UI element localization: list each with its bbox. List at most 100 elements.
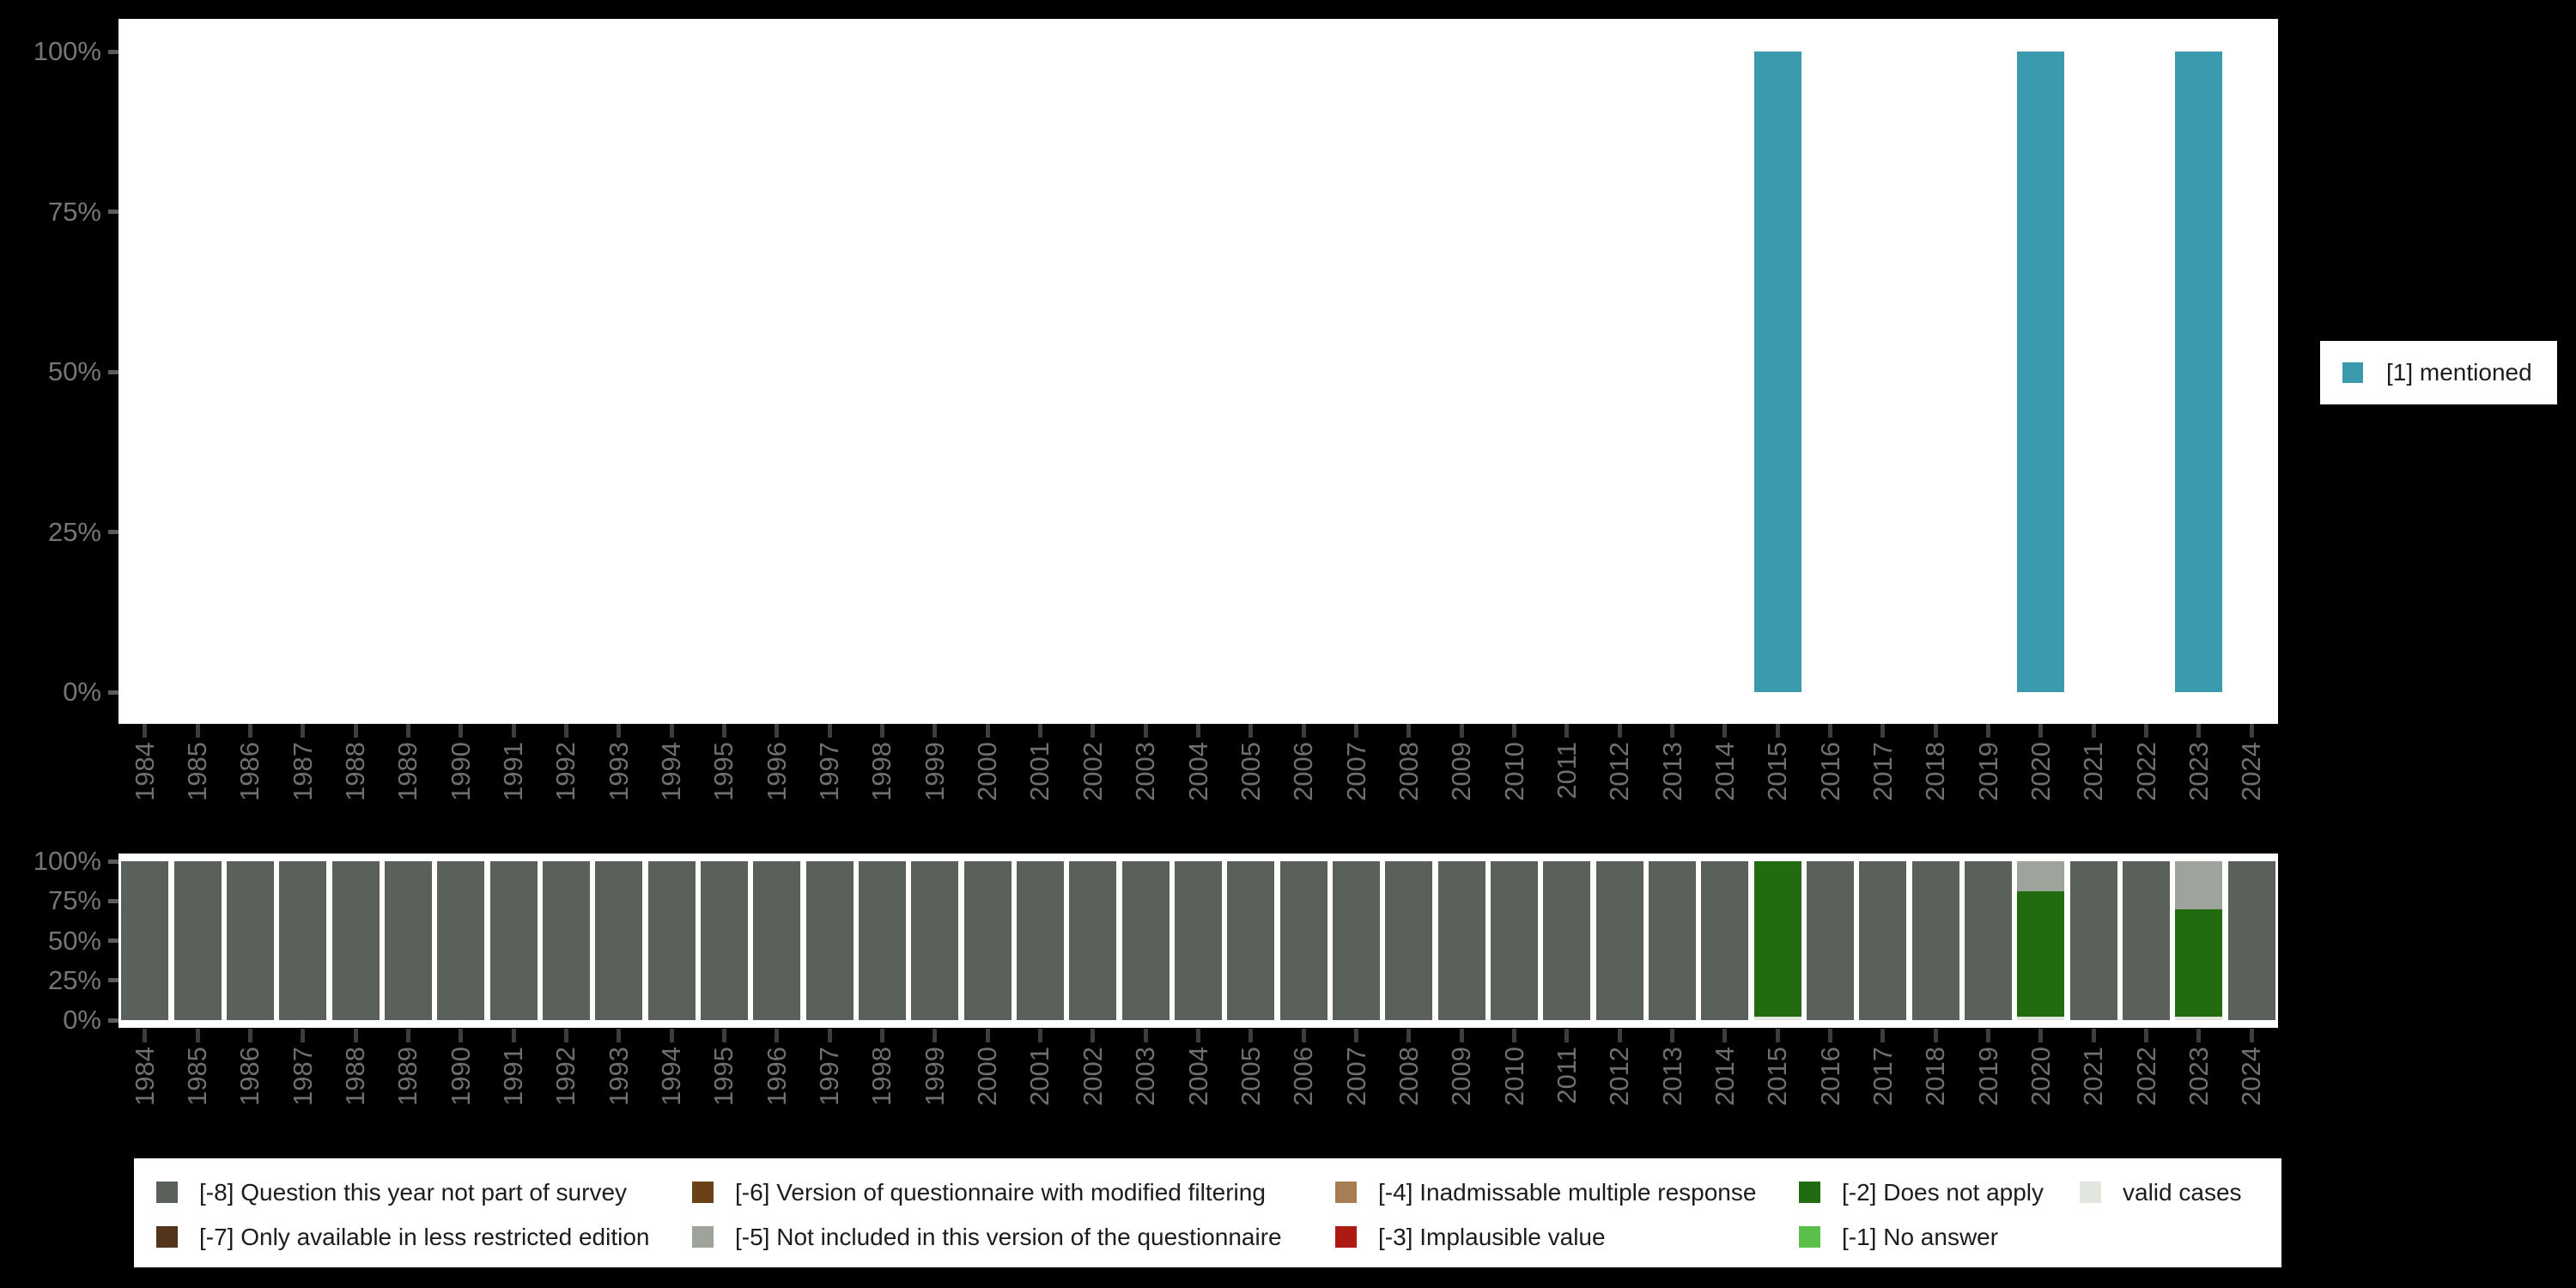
x-axis-tick (1354, 724, 1359, 738)
legend-swatch--8 (156, 1182, 178, 1203)
x-axis-tick (1670, 724, 1675, 738)
x-axis-tick (1406, 1029, 1412, 1042)
x-tick-label: 2004 (1183, 742, 1213, 801)
x-tick-label: 1986 (234, 1047, 264, 1106)
x-tick-label: 2015 (1762, 1047, 1793, 1106)
x-tick-label: 2024 (2236, 1047, 2266, 1106)
x-axis-tick (247, 724, 252, 738)
x-tick-label: 1996 (762, 742, 792, 801)
bar-segment--8 (753, 861, 801, 1020)
bar-segment--2 (1753, 861, 1801, 1018)
missing-values-bar-2003 (1121, 861, 1170, 1020)
x-tick-label: 1995 (708, 742, 738, 801)
x-tick-label-text: 1986 (234, 742, 265, 801)
missing-values-bar-2015 (1753, 861, 1801, 1020)
bar-segment--8 (384, 861, 432, 1020)
x-tick-label: 2022 (2131, 1047, 2161, 1106)
x-tick-label: 2003 (1130, 1047, 1160, 1106)
legend-label--8: [-8] Question this year not part of surv… (199, 1179, 628, 1206)
bar-segment--8 (911, 861, 959, 1020)
x-tick-label-text: 2023 (2183, 742, 2214, 801)
bar-segment--8 (1175, 861, 1222, 1020)
x-axis-tick (827, 1029, 832, 1042)
bar-segment--8 (700, 861, 748, 1020)
x-tick-label-text: 1996 (761, 1047, 792, 1106)
x-tick-label-text: 2003 (1130, 742, 1161, 801)
x-tick-label: 2021 (2078, 1047, 2109, 1106)
bar-segment--8 (1279, 861, 1327, 1020)
x-tick-label-text: 2021 (2078, 1047, 2109, 1106)
missing-values-bar-2017 (1859, 861, 1907, 1020)
y-axis-tick (108, 530, 118, 534)
missing-values-bar-2020 (2017, 861, 2065, 1020)
missing-values-bar-2011 (1543, 861, 1591, 1020)
legend-item--4: [-4] Inadmissable multiple response (1335, 1181, 1756, 1205)
x-tick-label-text: 2011 (1551, 1047, 1582, 1104)
x-axis-tick (2091, 1029, 2096, 1042)
x-axis-tick (2196, 724, 2202, 738)
x-tick-label: 1992 (550, 1047, 581, 1106)
bar-segment--8 (1543, 861, 1591, 1020)
y-axis-tick (108, 898, 118, 903)
x-axis-tick (1617, 724, 1622, 738)
legend-label--7: [-7] Only available in less restricted e… (199, 1224, 650, 1250)
x-tick-label: 1998 (866, 742, 896, 801)
missing-values-bar-2007 (1333, 861, 1381, 1020)
y-tick-label: 75% (47, 885, 101, 916)
x-axis-tick (2249, 1029, 2254, 1042)
missing-values-bar-2024 (2227, 861, 2275, 1020)
x-tick-label-text: 2010 (1498, 742, 1529, 801)
missing-values-bar-2002 (1069, 861, 1117, 1020)
x-tick-label: 2017 (1868, 1047, 1898, 1106)
missing-values-bar-1988 (331, 861, 380, 1020)
x-tick-label: 1995 (708, 1047, 738, 1106)
x-tick-label-text: 2007 (1340, 1047, 1371, 1106)
x-tick-label: 1990 (446, 742, 476, 801)
x-tick-label: 2019 (1973, 742, 2003, 801)
x-tick-label-text: 1984 (129, 742, 160, 801)
y-axis-tick (108, 978, 118, 983)
x-tick-label-text: 1999 (919, 1047, 950, 1106)
x-tick-label: 1989 (392, 742, 422, 801)
top-chart-panel (118, 19, 2278, 724)
x-tick-label: 1988 (340, 742, 370, 801)
legend-swatch-valid (2080, 1182, 2101, 1203)
x-tick-label: 1998 (866, 1047, 896, 1106)
x-axis-tick (1037, 1029, 1042, 1042)
bar-segment--8 (331, 861, 380, 1020)
missing-values-bar-2000 (963, 861, 1012, 1020)
x-tick-label-text: 1992 (550, 1047, 581, 1106)
x-tick-label-text: 2015 (1762, 1047, 1793, 1106)
x-axis-tick (405, 724, 410, 738)
x-tick-label-text: 2018 (1920, 1047, 1951, 1106)
bar-segment--8 (173, 861, 222, 1020)
x-tick-label-text: 2010 (1498, 1047, 1529, 1106)
missing-values-bar-1990 (437, 861, 485, 1020)
bar-segment--8 (1807, 861, 1855, 1020)
missing-values-bar-1985 (173, 861, 222, 1020)
x-axis-tick (1406, 724, 1412, 738)
x-tick-label-text: 1985 (182, 1047, 212, 1106)
bar-segment--8 (542, 861, 590, 1020)
x-tick-label-text: 2015 (1762, 742, 1793, 801)
x-tick-label: 2012 (1604, 1047, 1634, 1106)
x-tick-label-text: 2005 (1235, 1047, 1266, 1106)
x-tick-label: 1984 (129, 742, 160, 801)
x-axis-tick (1512, 724, 1517, 738)
x-tick-label: 1999 (919, 1047, 950, 1106)
x-axis-tick (1143, 724, 1148, 738)
missing-values-bar-2012 (1595, 861, 1643, 1020)
missing-values-bar-1998 (858, 861, 906, 1020)
x-axis-tick (1301, 1029, 1306, 1042)
missing-values-bar-1989 (384, 861, 432, 1020)
x-tick-label-text: 2020 (2025, 1047, 2056, 1106)
x-tick-label-text: 2022 (2130, 742, 2161, 801)
x-tick-label: 2020 (2025, 1047, 2056, 1106)
mentioned-bar-2023 (2175, 52, 2223, 692)
bar-segment--8 (1333, 861, 1381, 1020)
x-tick-label: 2023 (2183, 742, 2214, 801)
x-tick-label: 2011 (1552, 742, 1582, 799)
x-tick-label: 2018 (1920, 1047, 1951, 1106)
x-axis-tick (143, 1029, 148, 1042)
x-tick-label: 2009 (1446, 1047, 1476, 1106)
